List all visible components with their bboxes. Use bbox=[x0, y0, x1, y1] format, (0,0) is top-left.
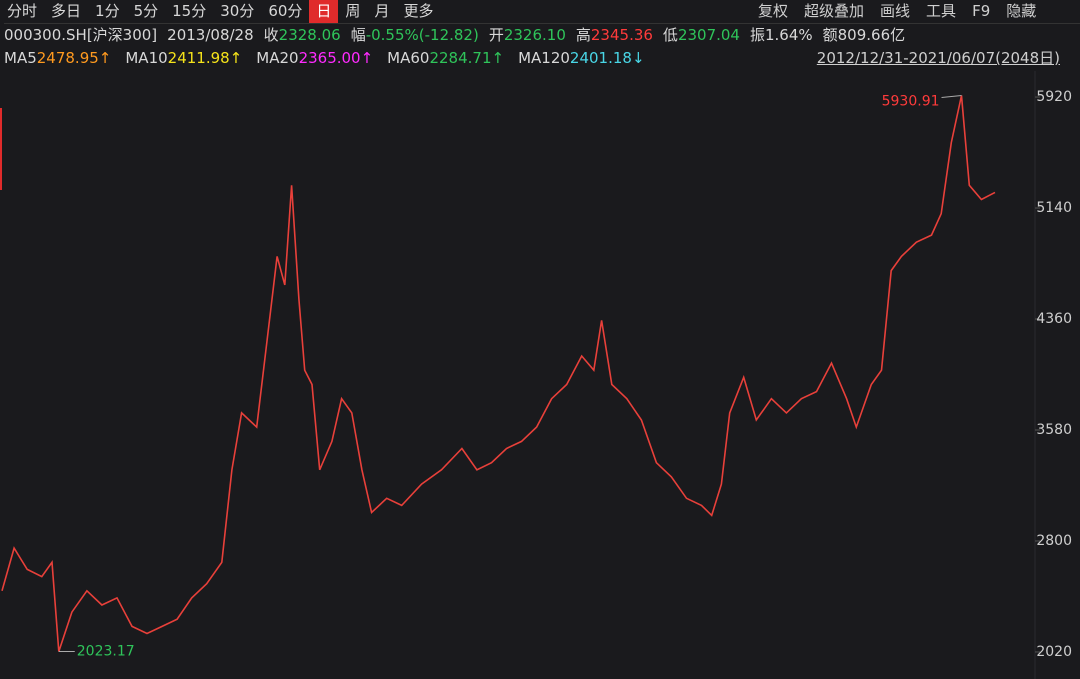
ma-value: 2411.98↑ bbox=[167, 49, 243, 67]
ma-value: 2478.95↑ bbox=[36, 49, 112, 67]
quote-value: 2307.04 bbox=[677, 26, 740, 44]
tool-button[interactable]: F9 bbox=[972, 2, 991, 20]
y-tick-label: 5140 bbox=[1036, 200, 1072, 216]
quote-value: 2326.10 bbox=[503, 26, 566, 44]
tool-button[interactable]: 画线 bbox=[880, 2, 911, 20]
tool-button[interactable]: 隐藏 bbox=[1006, 2, 1037, 20]
ma-label: MA10 bbox=[125, 49, 168, 67]
max-pointer bbox=[941, 94, 962, 98]
quote-label: 额809.66亿 bbox=[822, 26, 906, 44]
period-tab[interactable]: 分时 bbox=[7, 2, 38, 20]
ma-label: MA5 bbox=[4, 49, 37, 67]
quote-label: 000300.SH[沪深300] bbox=[4, 26, 158, 44]
period-tab[interactable]: 日 bbox=[309, 0, 339, 23]
y-tick-label: 2800 bbox=[1036, 533, 1072, 549]
min-annotation: 2023.17 bbox=[77, 644, 135, 660]
ma-value: 2284.71↑ bbox=[429, 49, 505, 67]
ma-row: MA52478.95↑ MA102411.98↑ MA202365.00↑ MA602… bbox=[4, 47, 1080, 70]
period-tab[interactable]: 5分 bbox=[133, 2, 159, 20]
quote-item: 低2307.04 bbox=[663, 26, 740, 44]
period-tab[interactable]: 1分 bbox=[95, 2, 120, 20]
toolbar: 分时 多日 1分 5分 15分 30分 60分日周月更多 复权 超级叠加 画线 工具 F9 隐藏 00… bbox=[0, 0, 1080, 70]
period-tab[interactable]: 更多 bbox=[403, 2, 434, 20]
quote-item: 开2326.10 bbox=[489, 26, 566, 44]
tool-button[interactable]: 超级叠加 bbox=[804, 2, 865, 20]
ma-value: 2401.18↓ bbox=[569, 49, 645, 67]
quote-value: -0.55%(-12.82) bbox=[365, 26, 479, 44]
ma-item: MA202365.00↑ bbox=[256, 49, 373, 67]
quote-label: 高 bbox=[575, 26, 591, 44]
period-tabs: 分时 多日 1分 5分 15分 30分 60分日周月更多 bbox=[0, 0, 440, 23]
quote-label: 开 bbox=[488, 26, 504, 44]
quote-item: 额809.66亿 bbox=[823, 26, 906, 44]
price-line bbox=[1, 95, 996, 652]
y-tick-label: 3580 bbox=[1036, 422, 1072, 438]
max-annotation: 5930.91 bbox=[882, 93, 940, 109]
period-tab[interactable]: 30分 bbox=[220, 2, 255, 20]
quote-item: 2013/08/28 bbox=[167, 26, 253, 44]
quote-value: 2328.06 bbox=[278, 26, 341, 44]
ma-label: MA120 bbox=[518, 49, 570, 67]
tool-button[interactable]: 工具 bbox=[926, 2, 957, 20]
tools: 复权 超级叠加 画线 工具 F9 隐藏 bbox=[750, 0, 1080, 23]
period-tab[interactable]: 周 bbox=[345, 2, 361, 20]
ma-item: MA1202401.18↓ bbox=[518, 49, 644, 67]
quote-item: 高2345.36 bbox=[576, 26, 653, 44]
quote-label: 振1.64% bbox=[749, 26, 813, 44]
quote-item: 幅-0.55%(-12.82) bbox=[351, 26, 479, 44]
quote-item: 收2328.06 bbox=[264, 26, 341, 44]
quote-label: 2013/08/28 bbox=[167, 26, 254, 44]
quote-row: 000300.SH[沪深300] 2013/08/28 收2328.06 幅-0.55… bbox=[4, 23, 1080, 47]
quote-label: 低 bbox=[662, 26, 678, 44]
quote-label: 幅 bbox=[350, 26, 366, 44]
period-tab[interactable]: 多日 bbox=[51, 2, 82, 20]
y-tick-label: 4360 bbox=[1036, 311, 1072, 327]
period-tab[interactable]: 60分 bbox=[268, 2, 303, 20]
quote-item: 000300.SH[沪深300] bbox=[4, 26, 157, 44]
ma-item: MA602284.71↑ bbox=[387, 49, 504, 67]
ma-label: MA60 bbox=[387, 49, 430, 67]
quote-item: 振1.64% bbox=[750, 26, 813, 44]
y-tick-label: 2020 bbox=[1036, 644, 1072, 660]
ma-value: 2365.00↑ bbox=[298, 49, 374, 67]
quote-value: 2345.36 bbox=[590, 26, 653, 44]
ma-label: MA20 bbox=[256, 49, 299, 67]
y-tick-label: 5920 bbox=[1036, 89, 1072, 105]
tool-button[interactable]: 复权 bbox=[758, 2, 789, 20]
ma-item: MA52478.95↑ bbox=[4, 49, 111, 67]
ma-item: MA102411.98↑ bbox=[125, 49, 242, 67]
period-tab[interactable]: 15分 bbox=[172, 2, 207, 20]
quote-label: 收 bbox=[263, 26, 279, 44]
date-range: 2012/12/31-2021/06/07(2048日) bbox=[816, 49, 1060, 67]
period-tab[interactable]: 月 bbox=[374, 2, 390, 20]
